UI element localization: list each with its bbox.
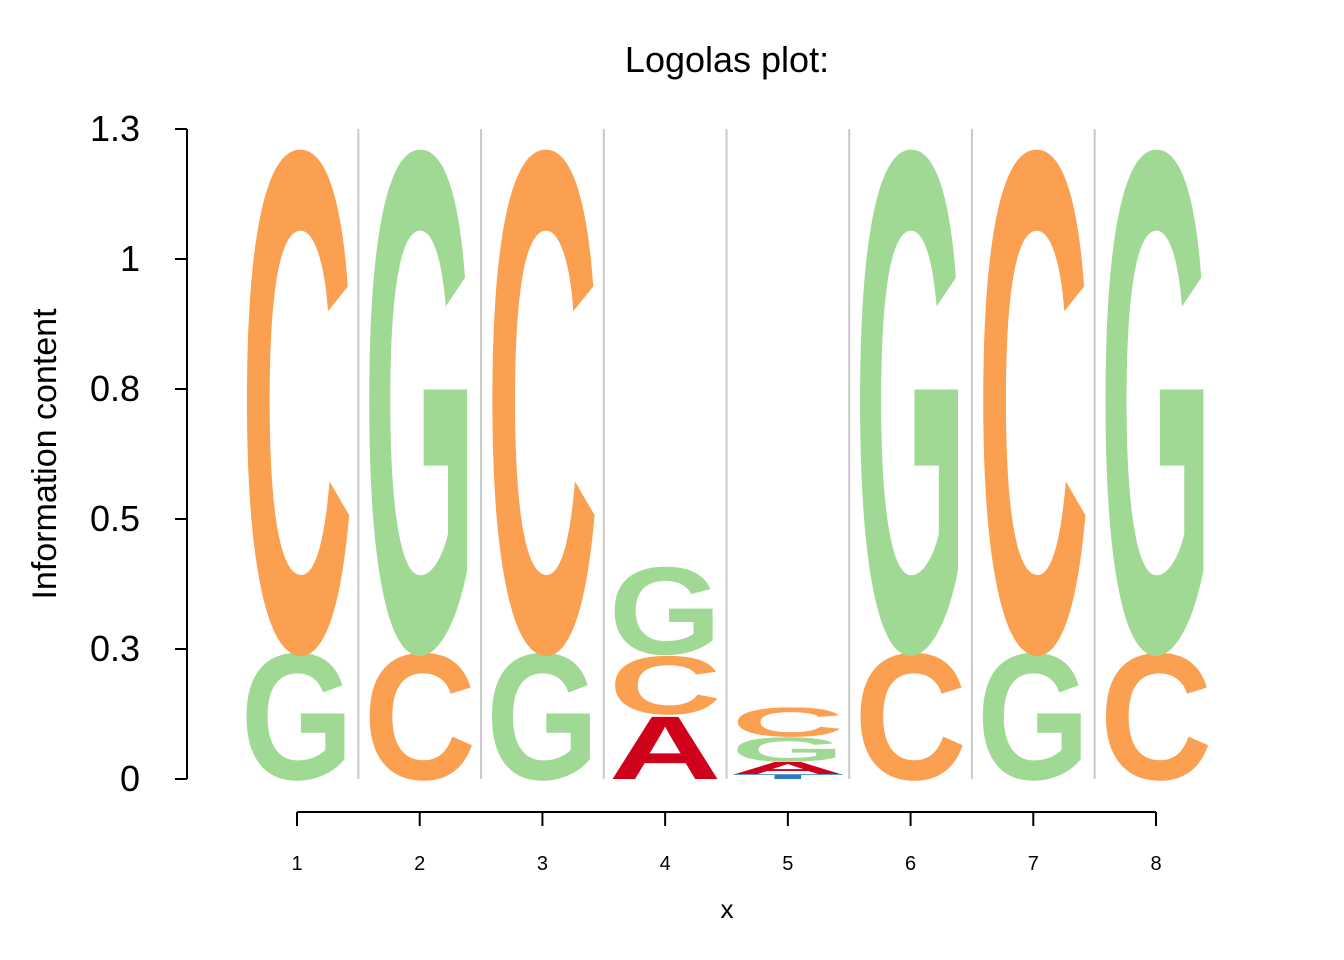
letter: C [854,615,967,817]
y-tick-label: 0.8 [90,368,140,409]
letter: C [363,615,476,817]
letter: C [486,1,599,801]
x-tick-label: 4 [660,853,671,875]
letter: A [609,698,722,799]
letter: C [241,1,354,801]
y-tick-label: 0 [120,758,140,799]
axes: 0 0.3 0.5 0.8 1 1.3 1 2 3 4 5 6 7 8 [90,108,1162,875]
letter: G [854,3,967,801]
column-separators [357,129,1096,779]
letter: G [977,616,1090,818]
x-tick-label: 1 [291,853,302,875]
letter: T [731,773,844,781]
x-axis-label: x [721,894,734,924]
letter: G [241,616,354,818]
letter: C [609,639,722,732]
letter: A [731,758,844,778]
y-axis-label: Information content [26,308,64,600]
chart-title: Logolas plot: [625,39,829,80]
x-tick-label: 5 [782,853,793,875]
letter: G [609,540,722,680]
letter: G [1100,3,1213,801]
x-tick-label: 6 [905,853,916,875]
letter: G [731,730,844,769]
letter: G [486,616,599,818]
letter: G [363,3,476,801]
letter: C [977,1,1090,801]
x-tick-label: 3 [537,853,548,875]
x-tick-label: 8 [1150,853,1161,875]
letter: C [1100,615,1213,817]
y-tick-label: 1 [120,238,140,279]
x-tick-label: 2 [414,853,425,875]
x-tick-label: 7 [1028,853,1039,875]
letter: C [731,699,844,746]
y-tick-label: 0.3 [90,628,140,669]
y-tick-label: 1.3 [90,108,140,149]
y-tick-label: 0.5 [90,498,140,539]
